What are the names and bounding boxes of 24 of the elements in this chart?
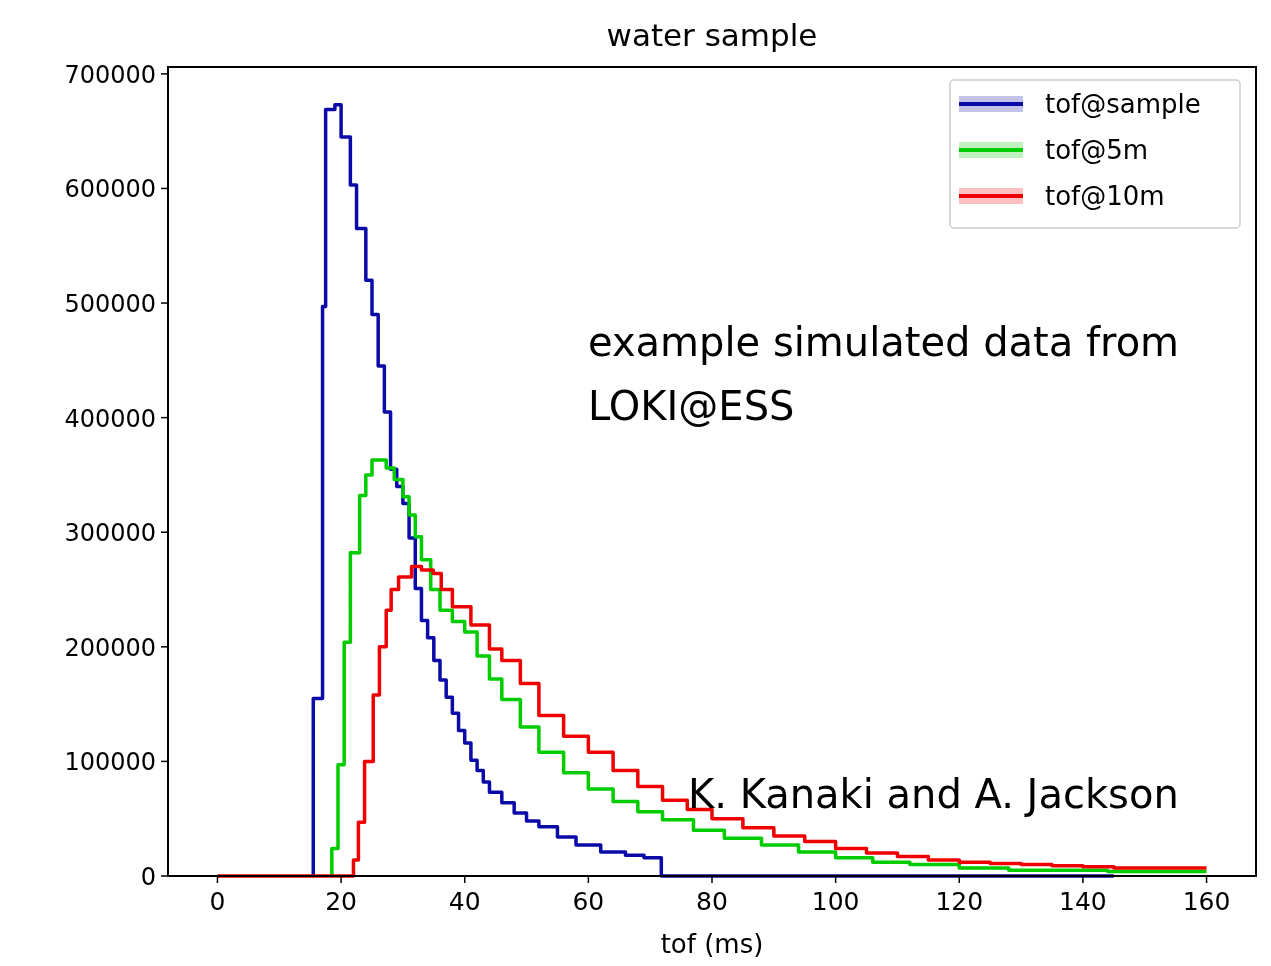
annotation: example simulated data from LOKI@ESS — [588, 319, 1180, 429]
y-tick-label: 300000 — [64, 519, 156, 548]
x-tick-label: 40 — [448, 887, 481, 916]
y-tick-label: 200000 — [64, 633, 156, 662]
legend-label: tof@sample — [1045, 89, 1201, 119]
x-tick-label: 0 — [209, 887, 226, 916]
annotation: K. Kanaki and A. Jackson — [688, 771, 1179, 817]
y-tick-label: 0 — [140, 863, 156, 891]
legend-label: tof@10m — [1045, 181, 1165, 211]
x-tick-label: 120 — [935, 887, 984, 916]
x-tick-label: 80 — [696, 887, 728, 916]
x-tick-label: 100 — [811, 887, 860, 916]
y-tick-label: 600000 — [64, 175, 156, 204]
x-tick-label: 160 — [1182, 887, 1231, 916]
chart-title: water sample — [606, 17, 818, 53]
y-tick-label: 500000 — [64, 290, 156, 319]
x-tick-label: 140 — [1059, 887, 1107, 916]
y-tick-label: 100000 — [64, 748, 156, 777]
legend-label: tof@5m — [1045, 135, 1149, 165]
y-tick-label: 400000 — [64, 404, 156, 433]
x-tick-label: 60 — [572, 887, 605, 916]
y-tick-label: 700000 — [64, 60, 156, 89]
x-tick-label: 20 — [325, 887, 357, 916]
x-axis-title: tof (ms) — [660, 929, 764, 959]
